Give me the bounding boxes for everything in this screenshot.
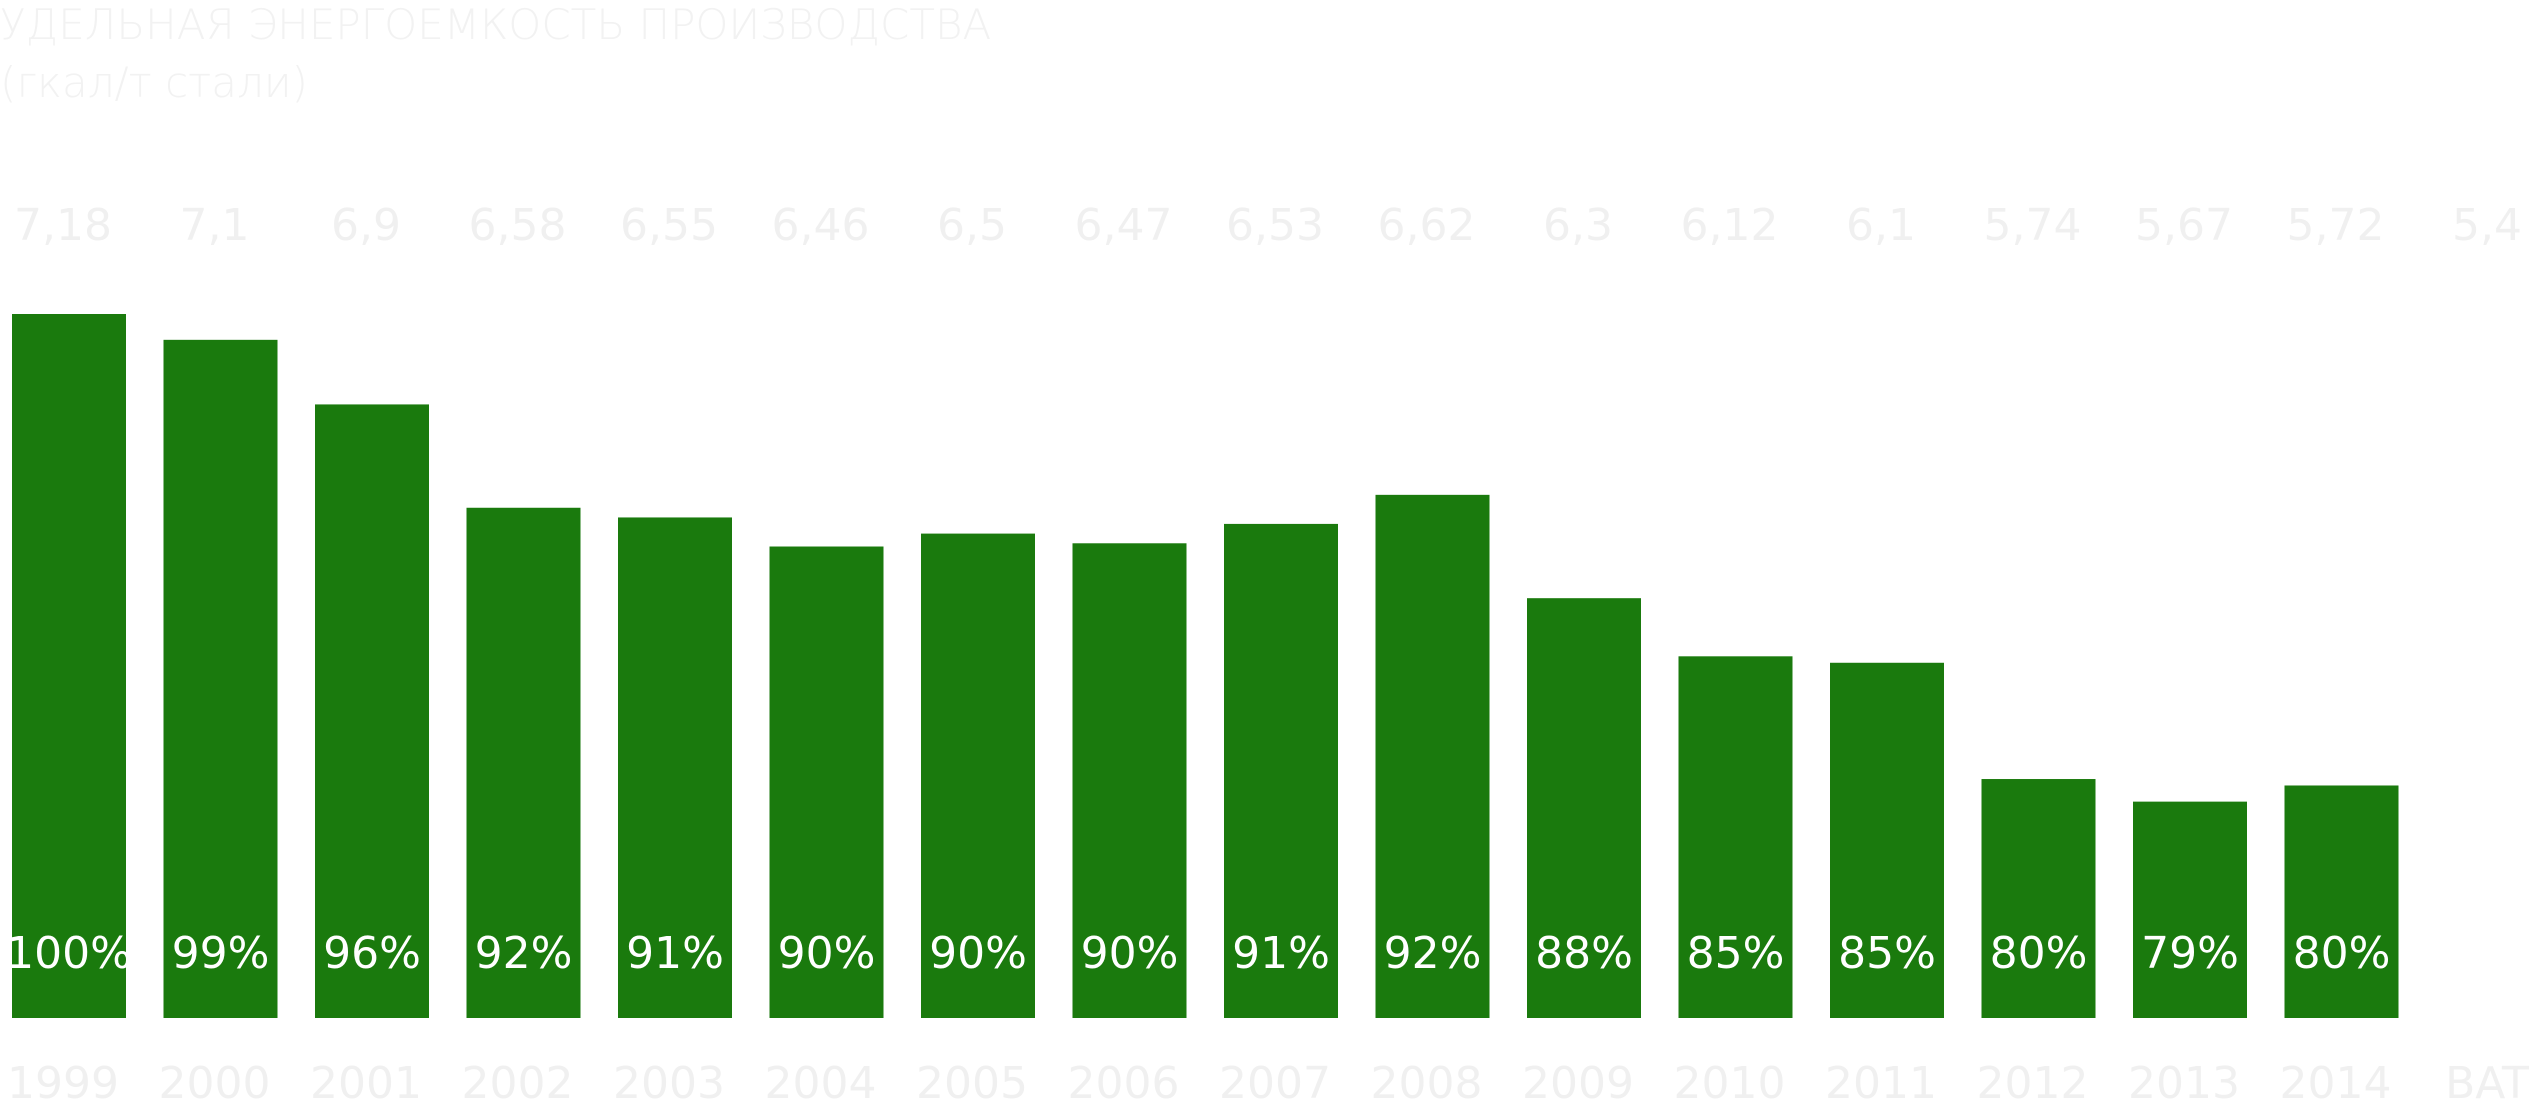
category-label: 2006 bbox=[1068, 1058, 1180, 1109]
bar-2005 bbox=[921, 533, 1035, 1018]
bar-2012 bbox=[1981, 779, 2096, 1018]
value-label: 6,46 bbox=[772, 200, 870, 251]
category-label: 2003 bbox=[613, 1058, 725, 1109]
category-label: 2007 bbox=[1219, 1058, 1331, 1109]
value-label: 6,5 bbox=[937, 200, 1007, 251]
percent-label: 92% bbox=[1384, 928, 1482, 979]
percent-label: 96% bbox=[323, 928, 421, 979]
bar-2008 bbox=[1375, 494, 1490, 1019]
value-label: 6,55 bbox=[620, 200, 718, 251]
category-label: 2002 bbox=[462, 1058, 574, 1109]
percent-label: 88% bbox=[1535, 928, 1633, 979]
category-label: BAT bbox=[2445, 1058, 2529, 1109]
bar-2001 bbox=[315, 404, 429, 1019]
value-label: 5,4 bbox=[2452, 200, 2522, 251]
bar-2000 bbox=[163, 339, 278, 1019]
value-label: 5,72 bbox=[2287, 200, 2385, 251]
category-label: 2004 bbox=[765, 1058, 877, 1109]
value-label: 7,1 bbox=[180, 200, 250, 251]
category-label: 2001 bbox=[310, 1058, 422, 1109]
category-label: 2005 bbox=[916, 1058, 1028, 1109]
chart-subtitle: (гкал/т стали) bbox=[0, 58, 308, 107]
bar-2004 bbox=[769, 546, 884, 1018]
percent-label: 90% bbox=[1081, 928, 1179, 979]
bar-2014 bbox=[2284, 785, 2399, 1018]
percent-label: 90% bbox=[929, 928, 1027, 979]
value-label: 5,74 bbox=[1984, 200, 2082, 251]
bar-2002 bbox=[466, 507, 581, 1018]
category-label: 2000 bbox=[159, 1058, 271, 1109]
percent-label: 85% bbox=[1687, 928, 1785, 979]
value-label: 6,53 bbox=[1226, 200, 1324, 251]
value-label: 6,58 bbox=[469, 200, 567, 251]
percent-label: 79% bbox=[2141, 928, 2239, 979]
percent-label: 80% bbox=[1990, 928, 2088, 979]
value-label: 7,18 bbox=[14, 200, 112, 251]
percent-label: 85% bbox=[1838, 928, 1936, 979]
value-label: 6,47 bbox=[1075, 200, 1173, 251]
bars-group bbox=[12, 314, 2399, 1019]
percent-label: 80% bbox=[2293, 928, 2391, 979]
chart-title: УДЕЛЬНАЯ ЭНЕРГОЕМКОСТЬ ПРОИЗВОДСТВА bbox=[0, 0, 992, 49]
category-label: 2010 bbox=[1674, 1058, 1786, 1109]
value-label: 6,3 bbox=[1543, 200, 1613, 251]
bar-1999 bbox=[12, 314, 126, 1018]
percent-label: 90% bbox=[778, 928, 876, 979]
category-label: 2009 bbox=[1522, 1058, 1634, 1109]
category-label: 2013 bbox=[2128, 1058, 2240, 1109]
percent-label: 99% bbox=[172, 928, 270, 979]
category-label: 2011 bbox=[1825, 1058, 1937, 1109]
bar-2011 bbox=[1830, 662, 1944, 1018]
value-label: 5,67 bbox=[2135, 200, 2233, 251]
percent-label: 100% bbox=[6, 928, 132, 979]
bar-2013 bbox=[2133, 801, 2247, 1018]
percent-label: 91% bbox=[1232, 928, 1330, 979]
percent-label: 91% bbox=[626, 928, 724, 979]
category-label: 1999 bbox=[7, 1058, 119, 1109]
bar-2009 bbox=[1527, 598, 1641, 1018]
category-label: 2012 bbox=[1977, 1058, 2089, 1109]
percent-label: 92% bbox=[475, 928, 573, 979]
category-label: 2014 bbox=[2280, 1058, 2392, 1109]
bar-2010 bbox=[1678, 656, 1793, 1018]
value-label: 6,9 bbox=[331, 200, 401, 251]
bar-2006 bbox=[1072, 543, 1187, 1018]
value-label: 6,62 bbox=[1378, 200, 1476, 251]
value-label: 6,12 bbox=[1681, 200, 1779, 251]
category-label: 2008 bbox=[1371, 1058, 1483, 1109]
bar-2007 bbox=[1224, 523, 1338, 1018]
bar-2003 bbox=[618, 517, 732, 1018]
value-label: 6,1 bbox=[1846, 200, 1916, 251]
